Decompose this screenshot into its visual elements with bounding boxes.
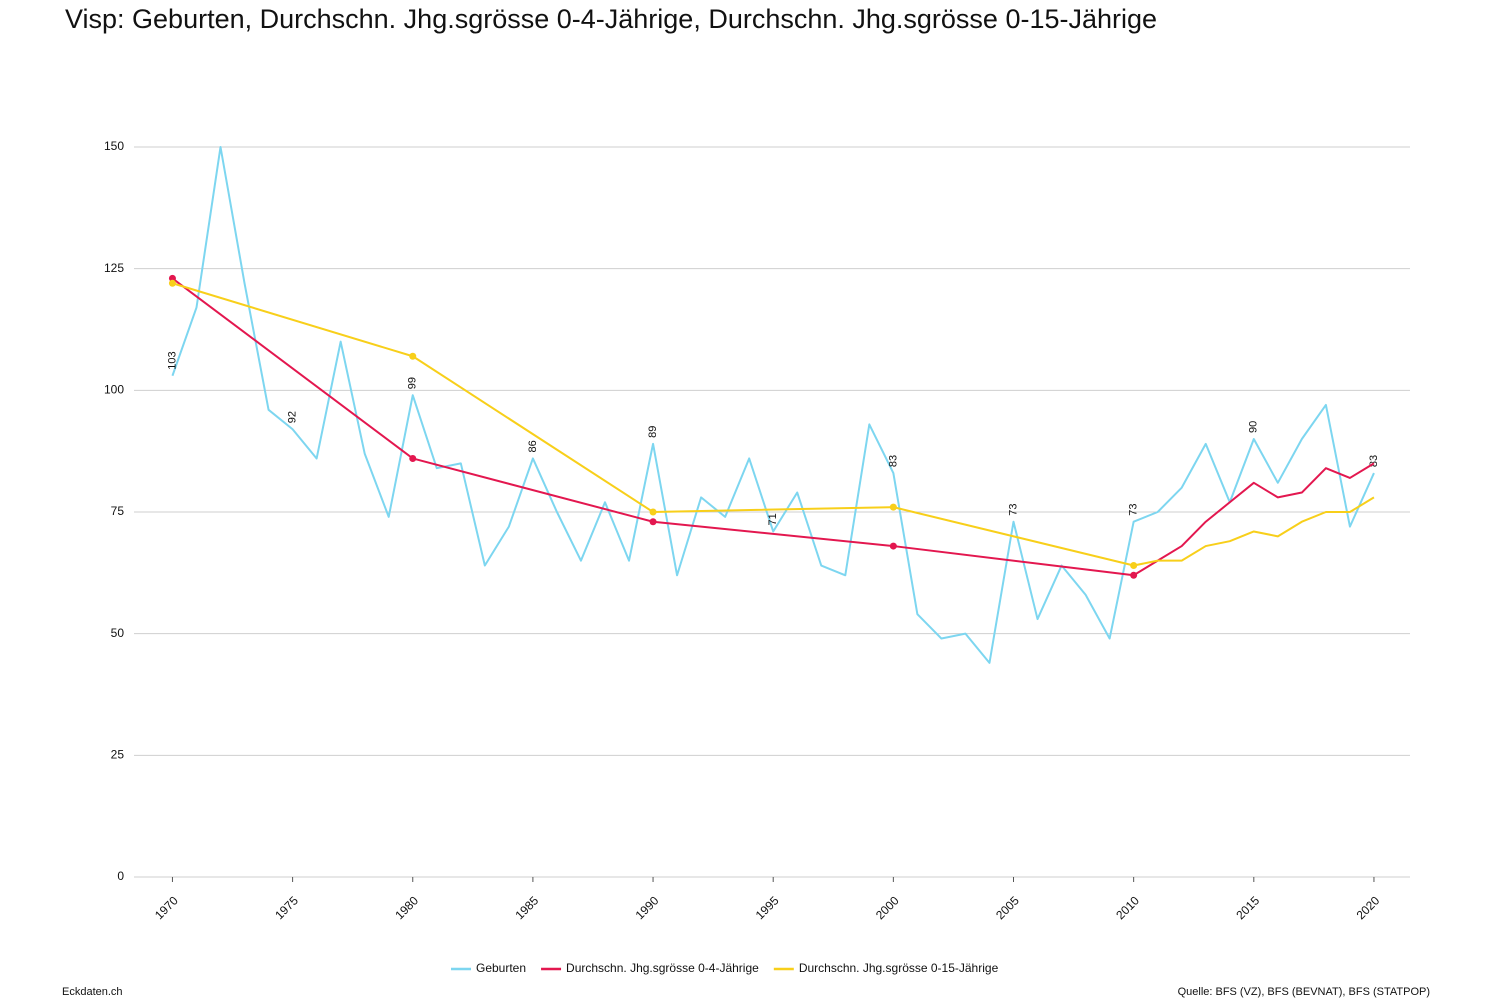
data-label: 73 bbox=[1007, 503, 1019, 515]
y-tick-label: 75 bbox=[111, 504, 125, 518]
x-tick-label: 1970 bbox=[152, 893, 181, 922]
marker bbox=[1130, 562, 1138, 570]
marker bbox=[409, 352, 417, 360]
marker bbox=[649, 518, 657, 526]
y-tick-label: 0 bbox=[117, 869, 124, 883]
data-label: 86 bbox=[527, 440, 539, 452]
series-line bbox=[172, 282, 1375, 567]
source: Quelle: BFS (VZ), BFS (BEVNAT), BFS (STA… bbox=[1178, 986, 1430, 998]
data-label: 89 bbox=[647, 426, 659, 438]
data-label: 99 bbox=[407, 377, 419, 389]
legend-label: Geburten bbox=[476, 961, 526, 975]
x-tick-label: 2010 bbox=[1113, 893, 1142, 922]
y-tick-label: 100 bbox=[104, 383, 124, 397]
data-label: 83 bbox=[887, 455, 899, 467]
y-tick-label: 150 bbox=[104, 139, 124, 153]
data-label: 103 bbox=[166, 351, 178, 369]
legend-label: Durchschn. Jhg.sgrösse 0-4-Jährige bbox=[566, 961, 759, 975]
y-tick-label: 50 bbox=[111, 626, 125, 640]
y-tick-label: 125 bbox=[104, 261, 124, 275]
x-tick-label: 1975 bbox=[272, 893, 301, 922]
x-tick-label: 2020 bbox=[1354, 893, 1383, 922]
data-label: 83 bbox=[1368, 455, 1380, 467]
x-tick-label: 2005 bbox=[993, 893, 1022, 922]
marker bbox=[649, 508, 657, 516]
legend: Geburten Durchschn. Jhg.sgrösse 0-4-Jähri… bbox=[451, 961, 999, 975]
marker bbox=[889, 542, 897, 550]
marker bbox=[1130, 571, 1138, 579]
series-line bbox=[171, 146, 1375, 664]
marker bbox=[168, 274, 176, 282]
legend-label: Durchschn. Jhg.sgrösse 0-15-Jährige bbox=[799, 961, 999, 975]
x-tick-label: 1985 bbox=[512, 893, 541, 922]
data-label: 90 bbox=[1248, 421, 1260, 433]
x-tick-label: 1980 bbox=[392, 893, 421, 922]
marker bbox=[168, 279, 176, 287]
footer: Eckdaten.ch bbox=[62, 986, 123, 998]
series-line bbox=[171, 277, 1375, 577]
marker bbox=[409, 454, 417, 462]
data-label: 73 bbox=[1128, 503, 1140, 515]
data-label: 92 bbox=[287, 411, 299, 423]
y-tick-label: 25 bbox=[111, 748, 125, 762]
x-tick-label: 1995 bbox=[753, 893, 782, 922]
marker bbox=[889, 503, 897, 511]
x-tick-label: 2000 bbox=[873, 893, 902, 922]
data-label: 71 bbox=[767, 513, 779, 525]
x-tick-label: 2015 bbox=[1233, 893, 1262, 922]
x-tick-label: 1990 bbox=[633, 893, 662, 922]
chart-title: Visp: Geburten, Durchschn. Jhg.sgrösse 0… bbox=[65, 4, 1157, 34]
